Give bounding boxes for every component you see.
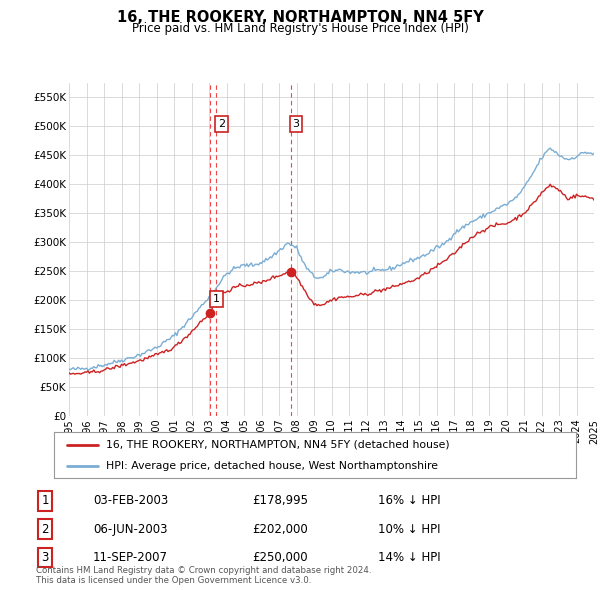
Text: 06-JUN-2003: 06-JUN-2003 [93,523,167,536]
Text: 16% ↓ HPI: 16% ↓ HPI [378,494,440,507]
Text: Price paid vs. HM Land Registry's House Price Index (HPI): Price paid vs. HM Land Registry's House … [131,22,469,35]
Text: 3: 3 [41,551,49,564]
Text: 11-SEP-2007: 11-SEP-2007 [93,551,168,564]
Text: £178,995: £178,995 [252,494,308,507]
Text: 03-FEB-2003: 03-FEB-2003 [93,494,168,507]
Text: 3: 3 [292,119,299,129]
Text: 16, THE ROOKERY, NORTHAMPTON, NN4 5FY (detached house): 16, THE ROOKERY, NORTHAMPTON, NN4 5FY (d… [106,440,450,450]
Text: Contains HM Land Registry data © Crown copyright and database right 2024.
This d: Contains HM Land Registry data © Crown c… [36,566,371,585]
Text: 14% ↓ HPI: 14% ↓ HPI [378,551,440,564]
Text: 10% ↓ HPI: 10% ↓ HPI [378,523,440,536]
Text: 16, THE ROOKERY, NORTHAMPTON, NN4 5FY: 16, THE ROOKERY, NORTHAMPTON, NN4 5FY [116,10,484,25]
Text: 2: 2 [41,523,49,536]
Text: £250,000: £250,000 [252,551,308,564]
Text: 1: 1 [41,494,49,507]
Text: HPI: Average price, detached house, West Northamptonshire: HPI: Average price, detached house, West… [106,461,438,471]
Text: £202,000: £202,000 [252,523,308,536]
Text: 2: 2 [218,119,225,129]
Text: 1: 1 [213,294,220,304]
